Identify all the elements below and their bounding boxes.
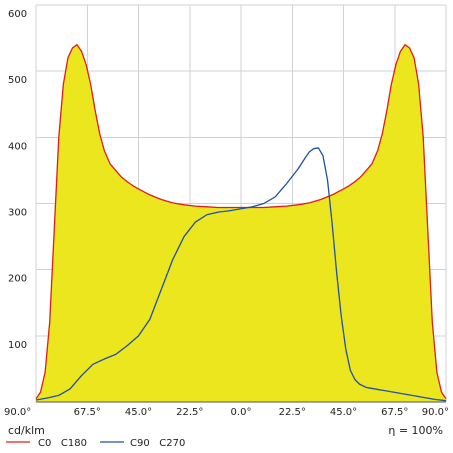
x-tick-label: 22.5° [176,407,203,418]
x-tick-label: 90.0° [4,407,31,418]
y-tick-label: 300 [8,208,27,219]
y-tick-label: 100 [8,340,27,351]
series-layer [35,44,447,402]
x-tick-label: 0.0° [231,407,252,418]
y-tick-label: 500 [8,75,27,86]
y-tick-label: 400 [8,141,27,152]
legend-label-c0-c180: C0 C180 [38,438,87,449]
series-line-c0-c180 [35,44,447,400]
efficiency-label: η = 100% [388,424,443,437]
x-tick-label: 22.5° [279,407,306,418]
legend-label-c90-c270: C90 C270 [130,438,185,449]
x-tick-label: 67.5° [381,407,408,418]
x-tick-label: 45.0° [330,407,357,418]
x-tick-label: 45.0° [125,407,152,418]
x-tick-labels: 90.0° 67.5° 45.0° 22.5° 0.0° 22.5° 45.0° 67.5° 9… [4,407,449,418]
y-tick-label: 600 [8,9,27,20]
series-line-c90-c270 [35,147,447,402]
x-tick-label: 67.5° [74,407,101,418]
series-area-c0-c180 [36,44,446,402]
legend: C0 C180 C90 C270 [6,438,185,449]
unit-label: cd/klm [8,424,45,437]
y-tick-labels: 600 500 400 300 200 100 [8,9,27,351]
x-tick-label: 90.0° [422,407,449,418]
y-tick-label: 200 [8,274,27,285]
